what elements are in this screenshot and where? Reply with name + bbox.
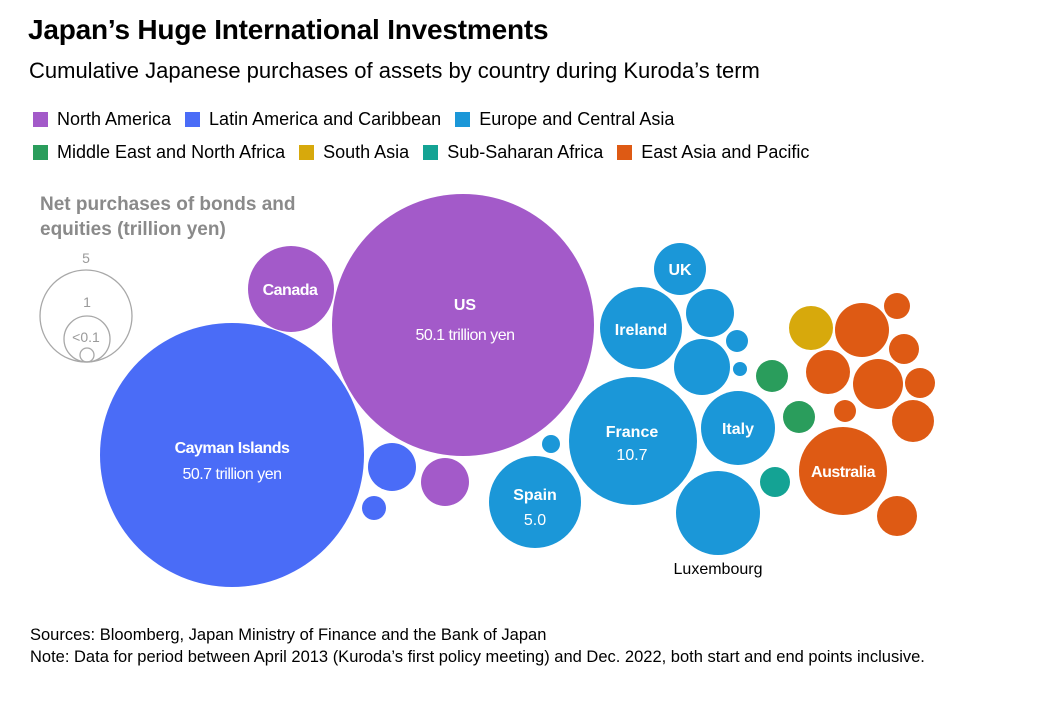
legend-swatch bbox=[423, 145, 439, 160]
bubble-eap-2 bbox=[853, 359, 903, 409]
note-line: Note: Data for period between April 2013… bbox=[30, 648, 925, 666]
size-key-label-5: 5 bbox=[82, 250, 90, 266]
bubble-mena-1 bbox=[756, 360, 788, 392]
size-key-label-1: 1 bbox=[83, 294, 91, 310]
legend-label: Europe and Central Asia bbox=[479, 109, 675, 129]
chart-title: Japan’s Huge International Investments bbox=[28, 14, 549, 45]
bubble-eap-3 bbox=[806, 350, 850, 394]
bubble-australia bbox=[799, 427, 887, 515]
bubble-canada bbox=[248, 246, 334, 332]
value-spain: 5.0 bbox=[524, 512, 546, 529]
legend-swatch bbox=[299, 145, 315, 160]
legend-item: Sub-Saharan Africa bbox=[423, 142, 603, 163]
size-key-circle-0.1 bbox=[79, 347, 95, 363]
sources-line: Sources: Bloomberg, Japan Ministry of Fi… bbox=[30, 626, 547, 644]
size-key-title-line1: Net purchases of bonds and bbox=[40, 194, 295, 215]
bubble-north-america-small bbox=[421, 458, 469, 506]
label-us: US bbox=[454, 297, 477, 314]
bubble-europe-small-1 bbox=[686, 289, 734, 337]
value-france: 10.7 bbox=[616, 447, 647, 464]
bubble-eap-8 bbox=[884, 293, 910, 319]
bubble-europe-small-5 bbox=[542, 435, 560, 453]
legend-label: Middle East and North Africa bbox=[57, 142, 286, 162]
bubble-spain bbox=[489, 456, 581, 548]
bubble-cayman-islands bbox=[100, 323, 364, 587]
bubble-labels: Cayman Islands 50.7 trillion yen US 50.1… bbox=[175, 262, 877, 529]
legend-item: Middle East and North Africa bbox=[33, 142, 285, 163]
legend-item: South Asia bbox=[299, 142, 409, 163]
label-italy: Italy bbox=[722, 421, 754, 438]
label-ireland: Ireland bbox=[615, 322, 667, 339]
legend-row-1: North America Latin America and Caribbea… bbox=[33, 109, 1033, 130]
bubbles bbox=[100, 194, 935, 587]
bubble-eap-5 bbox=[877, 496, 917, 536]
value-us: 50.1 trillion yen bbox=[415, 327, 514, 344]
legend-swatch bbox=[33, 112, 48, 127]
size-key: Net purchases of bonds and equities (tri… bbox=[39, 194, 295, 363]
legend-label: East Asia and Pacific bbox=[641, 142, 810, 162]
bubble-latam-small-2 bbox=[362, 496, 386, 520]
legend-item: East Asia and Pacific bbox=[617, 142, 809, 163]
bubble-sub-saharan bbox=[760, 467, 790, 497]
label-cayman-islands: Cayman Islands bbox=[175, 440, 290, 457]
legend-row-2: Middle East and North Africa South Asia … bbox=[33, 142, 1033, 163]
bubble-france bbox=[569, 377, 697, 505]
legend-swatch bbox=[185, 112, 201, 127]
legend-item: Europe and Central Asia bbox=[455, 109, 674, 130]
sources-note: Sources: Bloomberg, Japan Ministry of Fi… bbox=[30, 624, 1010, 668]
bubble-luxembourg bbox=[676, 471, 760, 555]
bubble-eap-4 bbox=[892, 400, 934, 442]
label-canada: Canada bbox=[263, 282, 318, 299]
legend-label: South Asia bbox=[323, 142, 410, 162]
label-france: France bbox=[606, 424, 659, 441]
bubble-europe-small-3 bbox=[726, 330, 748, 352]
label-luxembourg: Luxembourg bbox=[674, 561, 763, 578]
bubble-eap-1 bbox=[835, 303, 889, 357]
legend-swatch bbox=[33, 145, 48, 160]
chart-subtitle: Cumulative Japanese purchases of assets … bbox=[29, 58, 760, 83]
bubble-latam-small-1 bbox=[368, 443, 416, 491]
bubble-south-asia bbox=[789, 306, 833, 350]
bubble-eap-7 bbox=[905, 368, 935, 398]
bubble-mena-2 bbox=[783, 401, 815, 433]
legend-swatch bbox=[455, 112, 471, 127]
value-cayman-islands: 50.7 trillion yen bbox=[182, 466, 281, 483]
legend-label: North America bbox=[57, 109, 172, 129]
size-key-title-line2: equities (trillion yen) bbox=[40, 219, 226, 240]
label-spain: Spain bbox=[513, 487, 557, 504]
legend-label: Sub-Saharan Africa bbox=[447, 142, 604, 162]
bubble-europe-small-2 bbox=[674, 339, 730, 395]
bubble-ireland bbox=[600, 287, 682, 369]
label-uk: UK bbox=[668, 262, 692, 279]
bubble-us bbox=[332, 194, 594, 456]
size-key-label-0.1: <0.1 bbox=[72, 329, 100, 345]
legend-swatch bbox=[617, 145, 633, 160]
bubble-eap-6 bbox=[889, 334, 919, 364]
bubble-uk bbox=[654, 243, 706, 295]
bubble-italy bbox=[701, 391, 775, 465]
legend-item: Latin America and Caribbean bbox=[185, 109, 441, 130]
bubble-eap-9 bbox=[834, 400, 856, 422]
bubble-europe-small-4 bbox=[733, 362, 747, 376]
legend-item: North America bbox=[33, 109, 171, 130]
legend-label: Latin America and Caribbean bbox=[209, 109, 442, 129]
label-australia: Australia bbox=[811, 464, 876, 481]
